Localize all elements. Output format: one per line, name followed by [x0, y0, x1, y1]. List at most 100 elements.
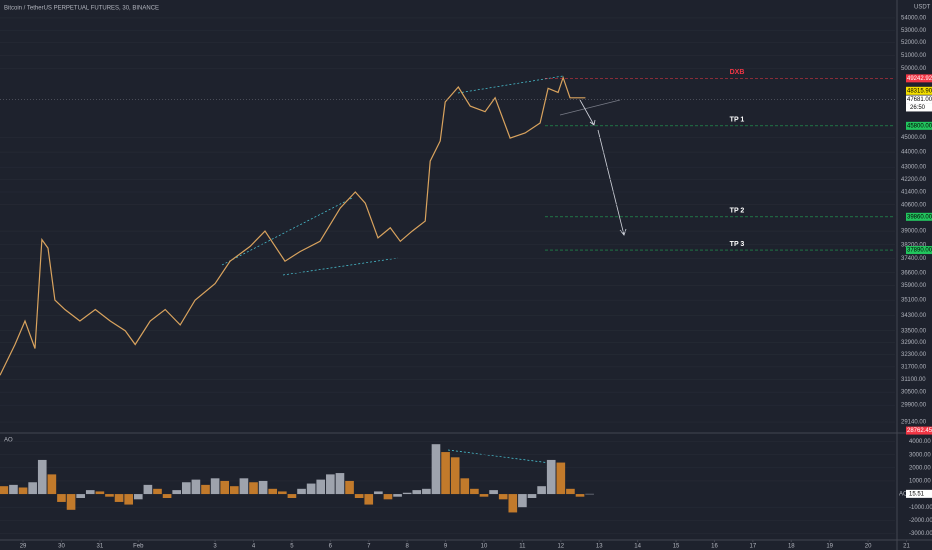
- symbol-title[interactable]: Bitcoin / TetherUS PERPETUAL FUTURES, 30…: [4, 6, 159, 12]
- ao-bar: [229, 486, 239, 495]
- ao-bar: [450, 457, 460, 495]
- x-tick-label: 8: [405, 544, 409, 550]
- price-label-box: [906, 95, 932, 104]
- ao-bar: [95, 491, 105, 495]
- y-tick-label: 34300.00: [901, 313, 927, 319]
- price-line: [0, 75, 586, 376]
- ao-bar: [374, 491, 383, 495]
- ao-bar: [133, 494, 143, 500]
- ao-bar: [354, 494, 364, 498]
- y-tick-label: 36600.00: [901, 270, 927, 276]
- y-tick-label: -1000.00: [909, 505, 932, 511]
- ao-bar: [57, 494, 66, 502]
- y-tick-label: 35900.00: [901, 283, 927, 289]
- x-tick-label: 4: [252, 544, 256, 550]
- ao-bar: [105, 494, 114, 497]
- x-tick-label: 31: [97, 544, 104, 550]
- countdown: 26:50: [910, 105, 926, 111]
- ao-bar: [191, 479, 201, 495]
- y-tick-label: 54000.00: [901, 16, 927, 22]
- x-tick-label: 3: [213, 544, 217, 550]
- currency: USDT: [914, 5, 931, 11]
- x-tick-label: 19: [826, 544, 833, 550]
- ao-bar: [393, 494, 402, 497]
- ao-bar: [470, 488, 479, 495]
- level-name: DXB: [730, 69, 745, 76]
- ao-bar: [162, 494, 172, 498]
- countdown-box: [906, 103, 932, 112]
- ao-value-box: [906, 489, 932, 498]
- x-tick-label: 5: [290, 544, 294, 550]
- price-label: 28762.45: [907, 428, 932, 434]
- y-tick-label: 31100.00: [901, 377, 926, 383]
- ao-bar: [47, 474, 57, 495]
- ao-bar: [172, 490, 182, 495]
- ao-bar: [527, 494, 537, 498]
- x-tick-label: 17: [750, 544, 757, 550]
- level-name: TP 3: [730, 241, 745, 248]
- y-tick-label: 32900.00: [901, 340, 927, 346]
- y-tick-label: 51000.00: [901, 53, 927, 59]
- x-tick-label: 16: [711, 544, 718, 550]
- ao-bar: [316, 479, 326, 495]
- ao-bar: [402, 492, 412, 495]
- y-tick-label: 40600.00: [901, 202, 927, 208]
- trend-line: [447, 449, 551, 464]
- y-tick-label: 29140.00: [901, 420, 927, 426]
- x-tick-label: 15: [673, 544, 680, 550]
- price-label-box: [906, 74, 932, 83]
- x-tick-label: Feb: [133, 544, 144, 550]
- projection-line: [559, 99, 621, 116]
- x-tick-label: 29: [20, 544, 27, 550]
- trend-line: [457, 75, 564, 94]
- y-tick-label: 30500.00: [901, 390, 927, 396]
- x-tick-label: 30: [58, 544, 65, 550]
- trend-lines: [221, 75, 564, 464]
- price-label: 48315.90: [907, 88, 932, 94]
- ao-bar: [345, 480, 354, 495]
- ao-bar: [441, 452, 450, 495]
- y-tick-label: 32300.00: [901, 352, 927, 358]
- ao-bar: [278, 491, 287, 495]
- y-tick-label: 39000.00: [901, 229, 927, 235]
- ao-bar: [76, 494, 85, 498]
- y-tick-label: 31700.00: [901, 364, 927, 370]
- ao-bar: [383, 494, 393, 500]
- x-tick-label: 13: [596, 544, 603, 550]
- pane-title: AO: [4, 438, 13, 444]
- y-tick-label: 37400.00: [901, 256, 927, 262]
- x-tick-label: 6: [329, 544, 333, 550]
- ao-bar: [9, 484, 18, 495]
- trend-line: [221, 197, 353, 266]
- y-tick-label: -3000.00: [909, 531, 932, 537]
- ao-bar: [239, 478, 249, 495]
- price-label: 49242.92: [907, 76, 932, 82]
- ao-bar: [153, 488, 162, 495]
- x-tick-label: 12: [557, 544, 564, 550]
- arrow: [579, 99, 596, 126]
- y-tick-label: 4000.00: [909, 439, 931, 445]
- price-label: 37890.00: [907, 248, 932, 254]
- ao-bar: [364, 494, 374, 505]
- x-tick-label: 9: [444, 544, 448, 550]
- y-tick-label: 44000.00: [901, 150, 927, 156]
- ao-bar: [297, 488, 306, 495]
- y-tick-label: 42200.00: [901, 177, 927, 183]
- ao-bar: [0, 486, 9, 495]
- plot: 54000.0053000.0052000.0051000.0050000.00…: [0, 16, 932, 550]
- ao-bar: [460, 478, 470, 495]
- ao-bar: [489, 490, 498, 495]
- x-tick-label: 14: [634, 544, 641, 550]
- y-tick-label: 35100.00: [901, 298, 927, 304]
- x-tick-label: 20: [865, 544, 872, 550]
- ao-bar: [326, 474, 335, 495]
- ao-bar: [498, 494, 508, 500]
- y-tick-label: 38200.00: [901, 242, 927, 248]
- price-label-box: [906, 86, 932, 95]
- level-name: TP 1: [730, 117, 745, 124]
- price-label-box: [906, 212, 932, 221]
- ao-bar: [585, 493, 594, 495]
- x-tick-label: 11: [519, 544, 526, 550]
- ao-bar: [546, 459, 556, 495]
